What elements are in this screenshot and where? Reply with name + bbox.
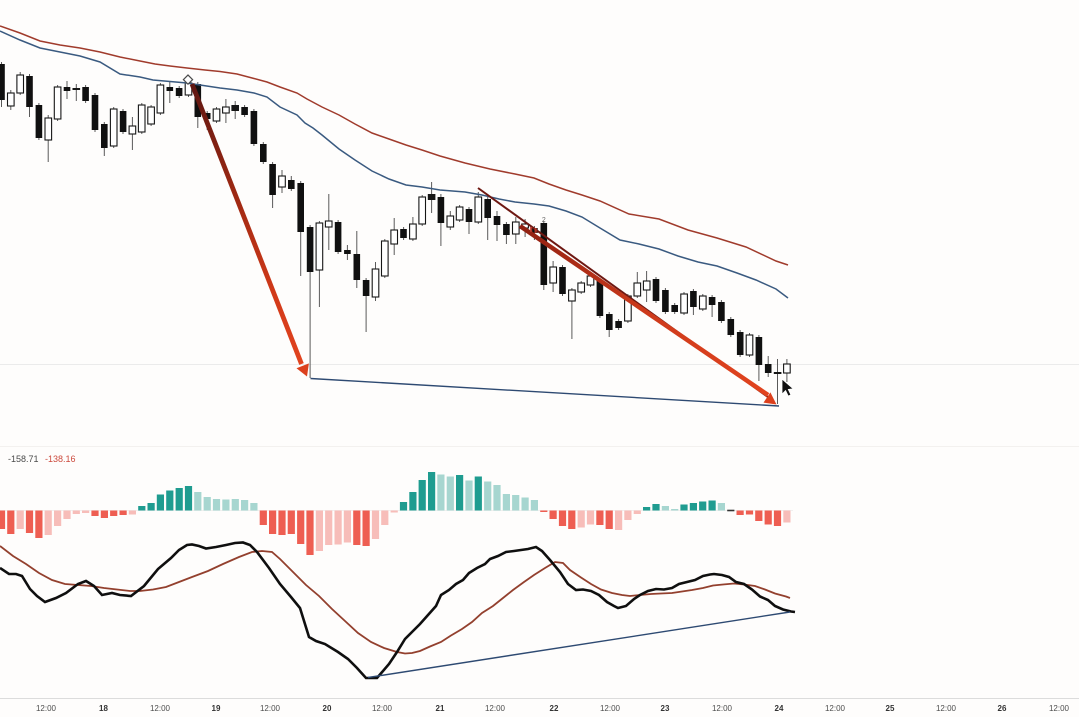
svg-text:12:00: 12:00 [1049, 704, 1070, 713]
svg-text:2: 2 [542, 217, 546, 224]
svg-text:12:00: 12:00 [936, 704, 957, 713]
svg-text:12:00: 12:00 [150, 704, 171, 713]
svg-text:23: 23 [661, 704, 670, 713]
svg-text:22: 22 [550, 704, 559, 713]
svg-text:12:00: 12:00 [712, 704, 733, 713]
svg-text:12:00: 12:00 [36, 704, 57, 713]
svg-text:25: 25 [886, 704, 895, 713]
svg-text:-158.71: -158.71 [8, 454, 39, 464]
svg-text:12:00: 12:00 [260, 704, 281, 713]
svg-text:-138.16: -138.16 [45, 454, 76, 464]
svg-text:20: 20 [323, 704, 332, 713]
svg-text:12:00: 12:00 [825, 704, 846, 713]
svg-text:12:00: 12:00 [485, 704, 506, 713]
svg-text:19: 19 [212, 704, 221, 713]
svg-text:18: 18 [99, 704, 108, 713]
svg-text:12:00: 12:00 [600, 704, 621, 713]
svg-text:12:00: 12:00 [372, 704, 393, 713]
svg-text:26: 26 [998, 704, 1007, 713]
svg-text:21: 21 [436, 704, 445, 713]
svg-text:24: 24 [775, 704, 784, 713]
